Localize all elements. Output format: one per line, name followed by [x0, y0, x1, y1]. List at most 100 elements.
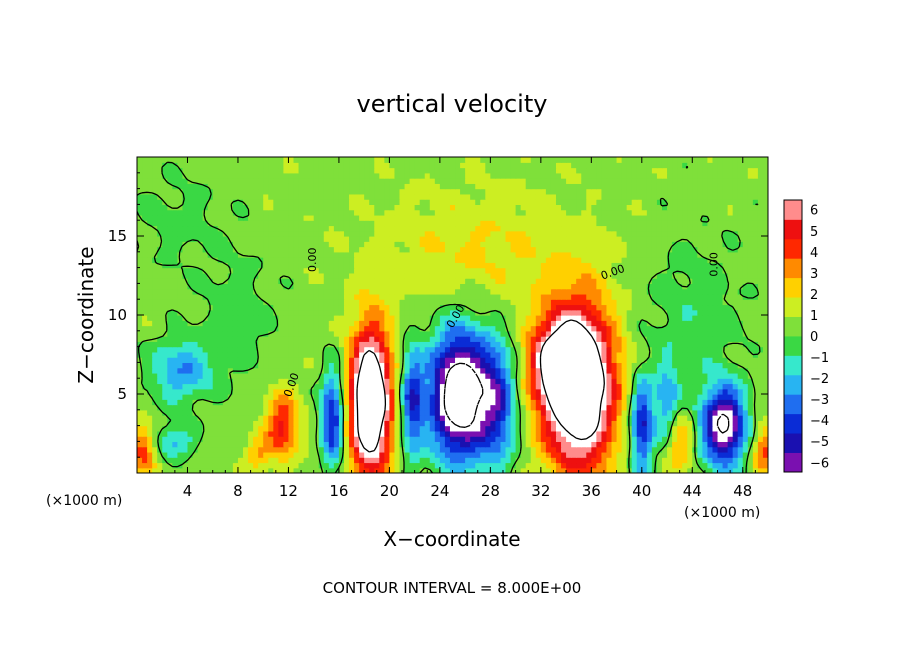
heatmap-cell — [389, 425, 396, 432]
heatmap-cell — [702, 436, 709, 442]
heatmap-cell — [495, 420, 502, 427]
heatmap-cell — [273, 351, 279, 358]
heatmap-cell — [702, 351, 709, 358]
heatmap-cell — [672, 325, 678, 332]
heatmap-cell — [485, 272, 491, 279]
heatmap-cell — [328, 267, 335, 274]
heatmap-cell — [485, 278, 491, 284]
heatmap-cell — [470, 394, 476, 400]
heatmap-cell — [752, 272, 759, 279]
heatmap-cell — [752, 304, 759, 311]
heatmap-cell — [707, 293, 714, 300]
heatmap-cell — [172, 272, 178, 279]
heatmap-cell — [515, 262, 522, 269]
heatmap-cell — [227, 315, 234, 321]
heatmap-cell — [202, 467, 209, 473]
heatmap-cell — [641, 425, 648, 432]
heatmap-cell — [732, 262, 739, 269]
heatmap-cell — [717, 293, 724, 300]
heatmap-cell — [697, 394, 703, 400]
heatmap-cell — [631, 357, 638, 363]
heatmap-cell — [555, 404, 562, 411]
heatmap-cell — [490, 378, 497, 385]
heatmap-cell — [586, 399, 592, 406]
heatmap-cell — [606, 267, 613, 274]
heatmap-cell — [354, 462, 360, 469]
heatmap-cell — [293, 304, 300, 311]
heatmap-cell — [162, 399, 168, 406]
heatmap-cell — [702, 330, 709, 337]
heatmap-cell — [465, 399, 471, 406]
heatmap-cell — [167, 441, 173, 448]
heatmap-cell — [248, 367, 254, 374]
heatmap-cell — [217, 446, 224, 453]
heatmap-cell — [535, 357, 542, 363]
heatmap-cell — [460, 399, 466, 406]
heatmap-cell — [222, 383, 229, 390]
heatmap-cell — [328, 420, 335, 427]
heatmap-cell — [187, 330, 194, 337]
heatmap-cell — [707, 288, 714, 295]
heatmap-cell — [273, 404, 279, 411]
heatmap-cell — [707, 278, 714, 284]
heatmap-cell — [530, 425, 537, 432]
heatmap-cell — [152, 330, 158, 337]
heatmap-cell — [172, 278, 178, 284]
heatmap-cell — [561, 436, 567, 442]
heatmap-cell — [661, 462, 668, 469]
heatmap-cell — [207, 409, 214, 416]
heatmap-cell — [651, 278, 658, 284]
heatmap-cell — [525, 262, 532, 269]
heatmap-cell — [581, 399, 587, 406]
heatmap-cell — [283, 425, 290, 432]
heatmap-cell — [500, 362, 507, 369]
heatmap-cell — [268, 420, 274, 427]
heatmap-cell — [732, 467, 739, 473]
heatmap-cell — [439, 346, 446, 353]
heatmap-cell — [762, 309, 768, 316]
heatmap-cell — [667, 325, 673, 332]
heatmap-cell — [389, 320, 396, 327]
heatmap-cell — [429, 404, 436, 411]
heatmap-cell — [717, 299, 724, 306]
heatmap-cell — [646, 293, 653, 300]
heatmap-cell — [470, 372, 476, 379]
heatmap-cell — [283, 341, 290, 348]
heatmap-cell — [338, 320, 345, 327]
heatmap-cell — [384, 336, 390, 342]
heatmap-cell — [631, 288, 638, 295]
heatmap-cell — [157, 315, 163, 321]
heatmap-cell — [692, 320, 698, 327]
heatmap-cell — [369, 425, 375, 432]
heatmap-cell — [656, 420, 663, 427]
heatmap-cell — [742, 451, 749, 458]
heatmap-cell — [222, 462, 229, 469]
heatmap-cell — [490, 272, 497, 279]
heatmap-cell — [303, 336, 310, 342]
heatmap-cell — [187, 367, 194, 374]
heatmap-cell — [500, 357, 507, 363]
heatmap-cell — [545, 341, 552, 348]
heatmap-cell — [495, 367, 502, 374]
heatmap-cell — [389, 315, 396, 321]
heatmap-cell — [581, 409, 587, 416]
heatmap-cell — [268, 446, 274, 453]
heatmap-cell — [717, 446, 724, 453]
heatmap-cell — [651, 446, 658, 453]
heatmap-cell — [687, 425, 693, 432]
heatmap-cell — [243, 441, 249, 448]
heatmap-cell — [303, 278, 310, 284]
heatmap-cell — [232, 467, 239, 473]
heatmap-cell — [273, 272, 279, 279]
heatmap-cell — [687, 330, 693, 337]
heatmap-cell — [455, 320, 461, 327]
heatmap-cell — [515, 409, 522, 416]
heatmap-cell — [424, 299, 431, 306]
heatmap-cell — [283, 362, 290, 369]
heatmap-cell — [359, 409, 365, 416]
heatmap-cell — [510, 409, 517, 416]
heatmap-cell — [656, 341, 663, 348]
heatmap-cell — [747, 346, 754, 353]
heatmap-cell — [444, 309, 451, 316]
heatmap-cell — [697, 430, 703, 437]
